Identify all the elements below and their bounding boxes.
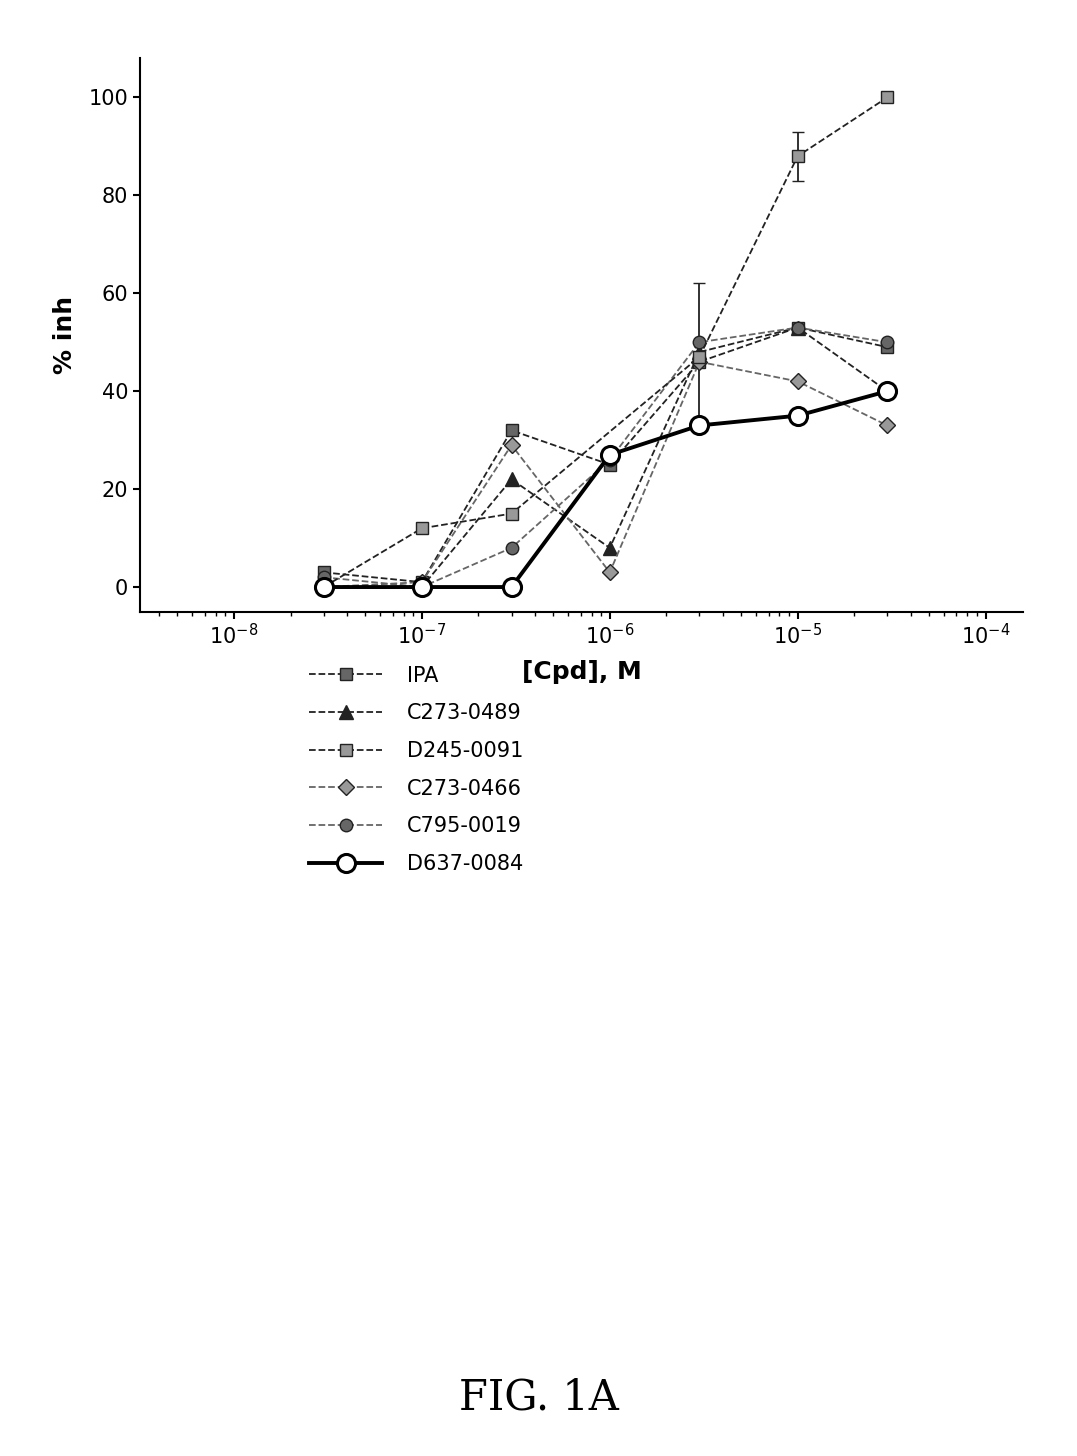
C795-0019 — [603, 451, 616, 469]
X-axis label: [Cpd], M: [Cpd], M — [521, 660, 642, 684]
Legend: IPA, C273-0489, D245-0091, C273-0466, C795-0019, D637-0084: IPA, C273-0489, D245-0091, C273-0466, C7… — [309, 665, 523, 874]
C795-0019 — [416, 578, 429, 596]
D637-0084 — [505, 578, 518, 596]
C273-0489 — [603, 539, 616, 556]
Line: C273-0466: C273-0466 — [318, 357, 893, 593]
C273-0466 — [416, 574, 429, 591]
C273-0466 — [693, 352, 705, 370]
C795-0019 — [881, 333, 894, 351]
C273-0489 — [416, 578, 429, 596]
C795-0019 — [792, 319, 805, 336]
C273-0466 — [881, 416, 894, 434]
Line: D637-0084: D637-0084 — [314, 381, 896, 596]
C273-0489 — [693, 344, 705, 361]
IPA — [881, 338, 894, 355]
D637-0084 — [317, 578, 330, 596]
C273-0466 — [505, 437, 518, 454]
C795-0019 — [317, 568, 330, 585]
C795-0019 — [693, 333, 705, 351]
Line: IPA: IPA — [318, 322, 894, 588]
D637-0084 — [603, 446, 616, 463]
D637-0084 — [881, 383, 894, 400]
C273-0466 — [792, 373, 805, 390]
C273-0489 — [317, 578, 330, 596]
D637-0084 — [792, 406, 805, 424]
C795-0019 — [505, 539, 518, 556]
Line: C795-0019: C795-0019 — [318, 322, 894, 593]
C273-0466 — [603, 563, 616, 581]
IPA — [317, 563, 330, 581]
C273-0489 — [881, 383, 894, 400]
Text: FIG. 1A: FIG. 1A — [459, 1377, 618, 1418]
C273-0489 — [792, 319, 805, 336]
Line: C273-0489: C273-0489 — [317, 320, 894, 594]
C273-0466 — [317, 578, 330, 596]
IPA — [693, 352, 705, 370]
D637-0084 — [693, 416, 705, 434]
D637-0084 — [416, 578, 429, 596]
C273-0489 — [505, 470, 518, 488]
Y-axis label: % inh: % inh — [54, 296, 78, 374]
IPA — [603, 456, 616, 473]
IPA — [416, 574, 429, 591]
IPA — [505, 422, 518, 440]
IPA — [792, 319, 805, 336]
